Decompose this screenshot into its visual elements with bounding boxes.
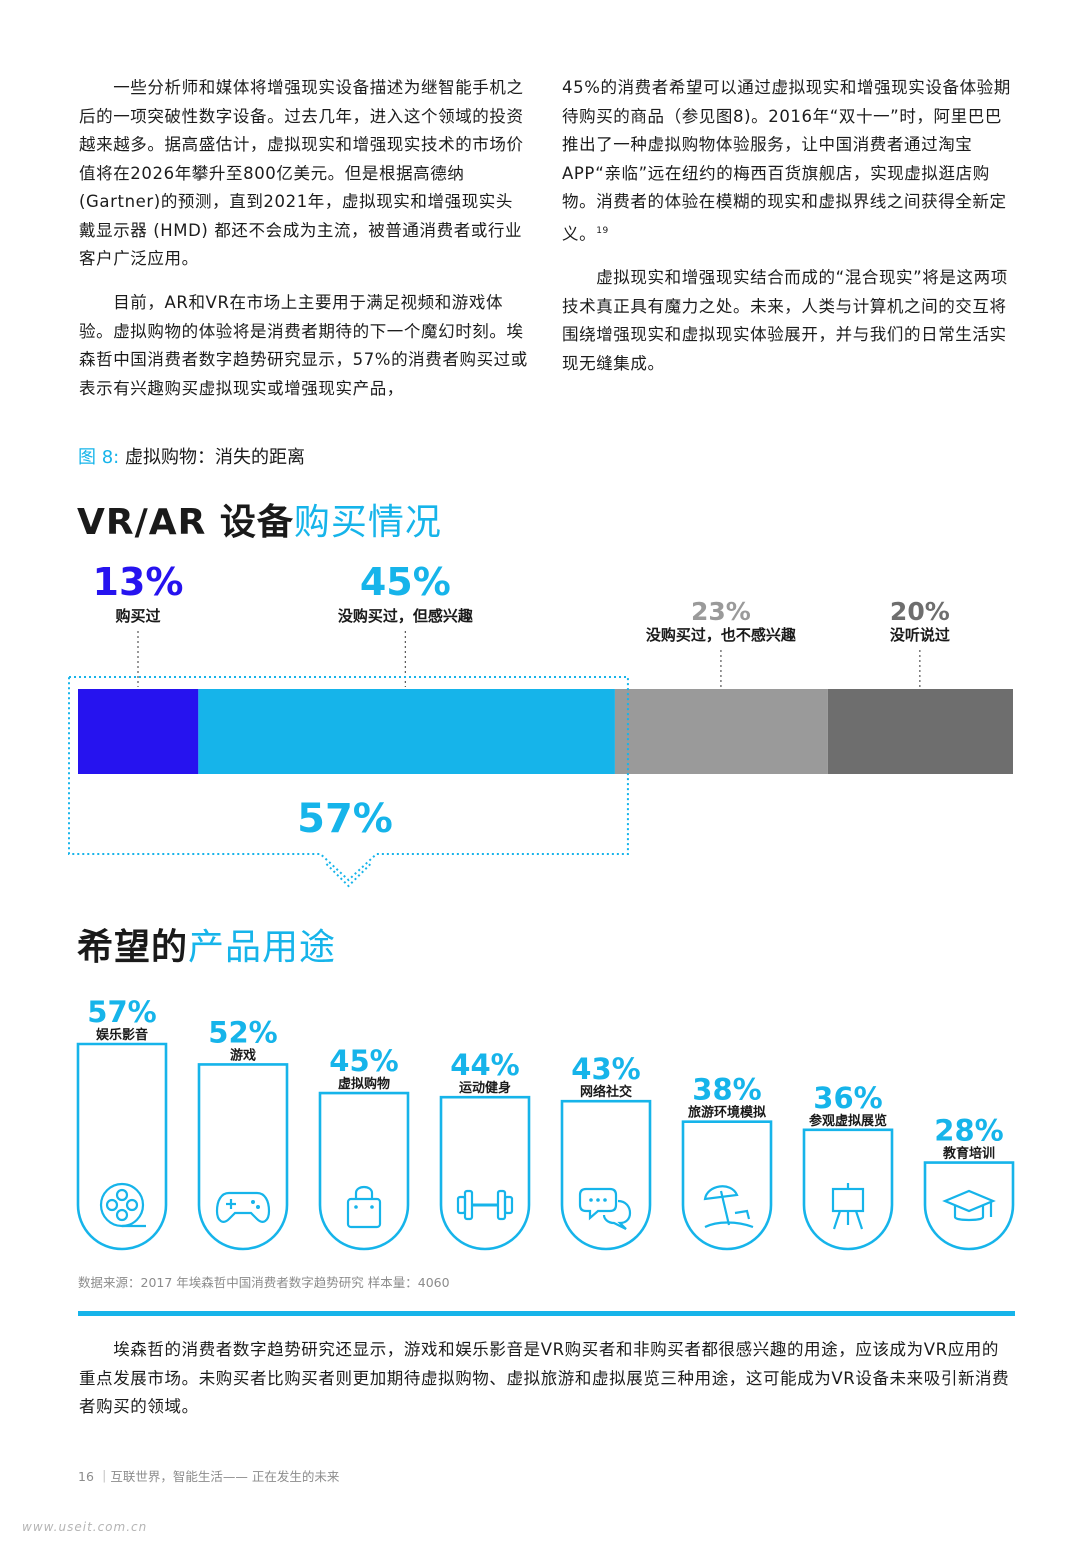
usage-value-label: 28% <box>934 1114 1003 1148</box>
usage-bar-group: 28%教育培训 <box>923 1114 1015 1251</box>
bar-segment <box>198 689 615 774</box>
usage-bar-chart: 57%娱乐影音 52%游戏 45%虚拟购物 44%运动健身 43%网络社交 38%旅游环境… <box>76 995 1015 1251</box>
title-highlight: 产品用途 <box>188 927 337 968</box>
paragraph-text: 45%的消费者希望可以通过虚拟现实和增强现实设备体验期待购买的商品（参见图8)。… <box>562 78 1011 243</box>
usage-bar-group: 44%运动健身 <box>439 1048 531 1251</box>
usage-bar <box>197 1063 289 1251</box>
section-divider <box>78 1311 1015 1316</box>
usage-bar-group: 38%旅游环境模拟 <box>681 1073 773 1251</box>
usage-category-label: 参观虚拟展览 <box>809 1113 887 1129</box>
usage-category-label: 虚拟购物 <box>338 1076 390 1092</box>
usage-bar-group: 43%网络社交 <box>560 1052 652 1251</box>
segment-category-label: 购买过 <box>115 607 160 625</box>
usage-value-label: 36% <box>813 1081 882 1115</box>
segment-category-label: 没购买过，也不感兴趣 <box>646 626 797 644</box>
usage-bar <box>76 1042 168 1251</box>
intro-paragraph-right-1: 45%的消费者希望可以通过虚拟现实和增强现实设备体验期待购买的商品（参见图8)。… <box>562 74 1014 249</box>
usage-value-label: 43% <box>571 1052 640 1086</box>
segment-category-label: 没听说过 <box>890 626 950 644</box>
data-source-note: 数据来源：2017 年埃森哲中国消费者数字趋势研究 样本量：4060 <box>78 1275 450 1290</box>
usage-bar <box>923 1161 1015 1251</box>
usage-bar <box>318 1091 410 1251</box>
beach-umbrella-icon <box>703 1185 755 1229</box>
segment-value-label: 45% <box>360 560 451 604</box>
dumbbell-icon <box>456 1189 514 1221</box>
figure-number: 图 8: <box>78 447 120 468</box>
conclusion-paragraph: 埃森哲的消费者数字趋势研究还显示，游戏和娱乐影音是VR购买者和非购买者都很感兴趣… <box>79 1340 1010 1416</box>
segment-value-label: 23% <box>691 597 751 626</box>
bar-segment <box>827 689 1013 774</box>
title-highlight: 购买情况 <box>293 502 442 543</box>
segment-category-label: 没购买过，但感兴趣 <box>338 607 474 625</box>
usage-chart-title: 希望的产品用途 <box>77 918 336 970</box>
usage-value-label: 57% <box>87 995 156 1029</box>
usage-category-label: 游戏 <box>230 1047 256 1063</box>
usage-value-label: 38% <box>692 1073 761 1107</box>
usage-bar-group: 52%游戏 <box>197 1015 289 1251</box>
combined-bracket <box>68 676 629 882</box>
footnote-marker: 19 <box>596 225 609 236</box>
usage-value-label: 44% <box>450 1048 519 1082</box>
purchase-stacked-bar-chart: 13% 购买过 45% 没购买过，但感兴趣 23%没购买过，也不感兴趣 20%没听说过 5… <box>68 560 1013 888</box>
usage-value-label: 45% <box>329 1044 398 1078</box>
bracket-chevron <box>325 863 372 888</box>
combined-value-label: 57% <box>297 796 393 842</box>
figure-caption: 图 8: 虚拟购物：消失的距离 <box>78 443 305 469</box>
intro-paragraph-left-1: 一些分析师和媒体将增强现实设备描述为继智能手机之后的一项突破性数字设备。过去几年… <box>79 78 524 268</box>
graduation-cap-icon <box>943 1189 995 1222</box>
usage-bar <box>681 1120 773 1251</box>
gamepad-icon <box>215 1191 271 1223</box>
usage-bar <box>802 1128 894 1251</box>
usage-category-label: 旅游环境模拟 <box>688 1105 766 1121</box>
figure-caption-text: 虚拟购物：消失的距离 <box>124 447 305 468</box>
usage-bar <box>439 1095 531 1251</box>
usage-category-label: 网络社交 <box>580 1084 632 1100</box>
title-bold: 希望的 <box>77 927 189 968</box>
usage-value-label: 52% <box>208 1015 277 1049</box>
film-reel-icon <box>99 1182 148 1228</box>
title-bold: VR/AR 设备 <box>77 502 294 543</box>
watermark: www.useit.com.cn <box>22 1520 148 1534</box>
bar-segment <box>78 689 199 774</box>
shopping-bag-icon <box>346 1185 382 1229</box>
purchase-chart-title: VR/AR 设备购买情况 <box>77 493 442 545</box>
usage-bar-group: 36%参观虚拟展览 <box>802 1081 894 1251</box>
usage-bar-group: 45%虚拟购物 <box>318 1044 410 1251</box>
intro-paragraph-left-2: 目前，AR和VR在市场上主要用于满足视频和游戏体验。虚拟购物的体验将是消费者期待… <box>79 293 528 398</box>
usage-category-label: 教育培训 <box>942 1146 995 1162</box>
page-footer: 16 ｜互联世界，智能生活—— 正在发生的未来 <box>78 1469 340 1484</box>
segment-value-label: 20% <box>890 597 950 626</box>
usage-category-label: 运动健身 <box>459 1080 511 1096</box>
segment-value-label: 13% <box>93 560 184 604</box>
usage-category-label: 娱乐影音 <box>96 1027 148 1043</box>
easel-icon <box>831 1181 865 1231</box>
bar-segment <box>614 689 828 774</box>
usage-bar <box>560 1099 652 1251</box>
intro-paragraph-right-2: 虚拟现实和增强现实结合而成的“混合现实”将是这两项技术真正具有魔力之处。未来，人… <box>562 268 1008 373</box>
usage-bar-group: 57%娱乐影音 <box>76 995 168 1251</box>
chat-bubbles-icon <box>578 1187 632 1231</box>
